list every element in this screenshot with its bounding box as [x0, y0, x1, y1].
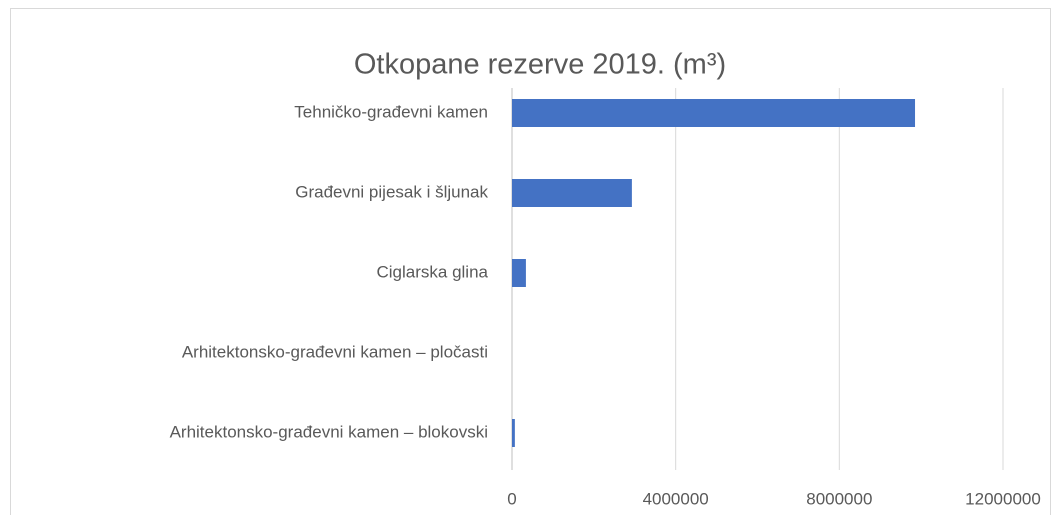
bar: [512, 419, 515, 447]
bar: [512, 179, 632, 207]
y-tick-label: Arhitektonsko-građevni kamen – blokovski: [170, 422, 488, 441]
y-tick-label: Građevni pijesak i šljunak: [295, 182, 488, 201]
y-tick-label: Tehničko-građevni kamen: [294, 102, 488, 121]
x-tick-label: 0: [507, 489, 516, 508]
y-tick-label: Arhitektonsko-građevni kamen – pločasti: [182, 342, 488, 361]
bar: [512, 99, 916, 127]
x-tick-label: 4000000: [643, 489, 709, 508]
x-tick-label: 8000000: [806, 489, 872, 508]
chart-title: Otkopane rezerve 2019. (m³): [354, 49, 726, 81]
chart-border: [10, 8, 1051, 515]
x-tick-label: 12000000: [965, 489, 1041, 508]
bar: [512, 259, 526, 287]
y-tick-label: Ciglarska glina: [377, 262, 489, 281]
